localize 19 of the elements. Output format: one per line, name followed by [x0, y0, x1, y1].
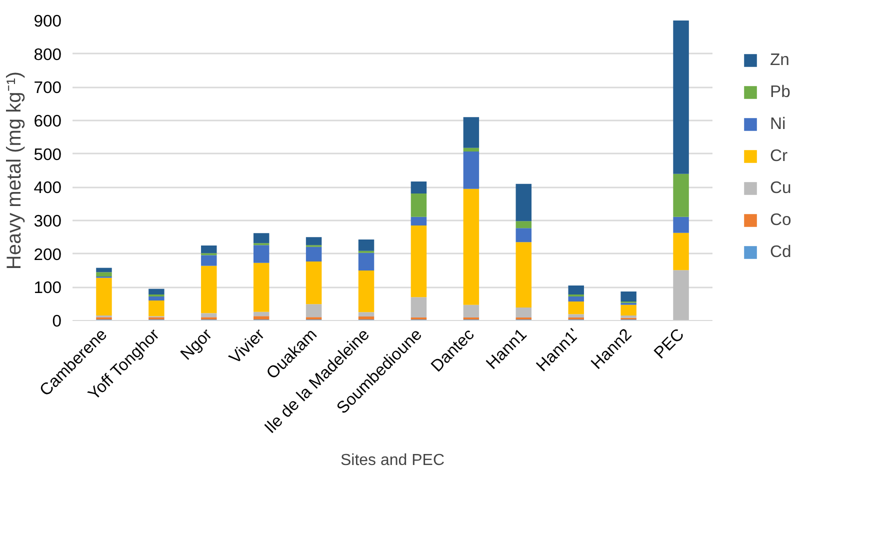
- y-tick-label: 0: [52, 312, 62, 330]
- y-tick-label: 200: [34, 244, 62, 264]
- y-tick-label: 400: [34, 178, 62, 198]
- legend-label: Pb: [770, 82, 790, 102]
- y-tick-label: 100: [34, 278, 62, 298]
- y-tick-label: 700: [34, 78, 62, 98]
- y-tick-label: 300: [34, 212, 62, 230]
- x-axis-title: Sites and PEC: [340, 452, 445, 469]
- y-tick-label: 600: [34, 112, 62, 130]
- y-tick-label: 900: [34, 12, 62, 30]
- legend-label: Cu: [770, 178, 792, 198]
- legend-label: Cd: [770, 242, 792, 262]
- legend-label: Cr: [770, 146, 789, 166]
- legend-label: Ni: [770, 114, 787, 134]
- y-tick-label: 800: [34, 44, 62, 64]
- legend-label: Co: [770, 210, 792, 230]
- y-tick-label: 500: [34, 144, 62, 164]
- legend-label: Zn: [770, 50, 790, 70]
- y-axis-title: Heavy metal (mg kg⁻¹): [4, 71, 26, 270]
